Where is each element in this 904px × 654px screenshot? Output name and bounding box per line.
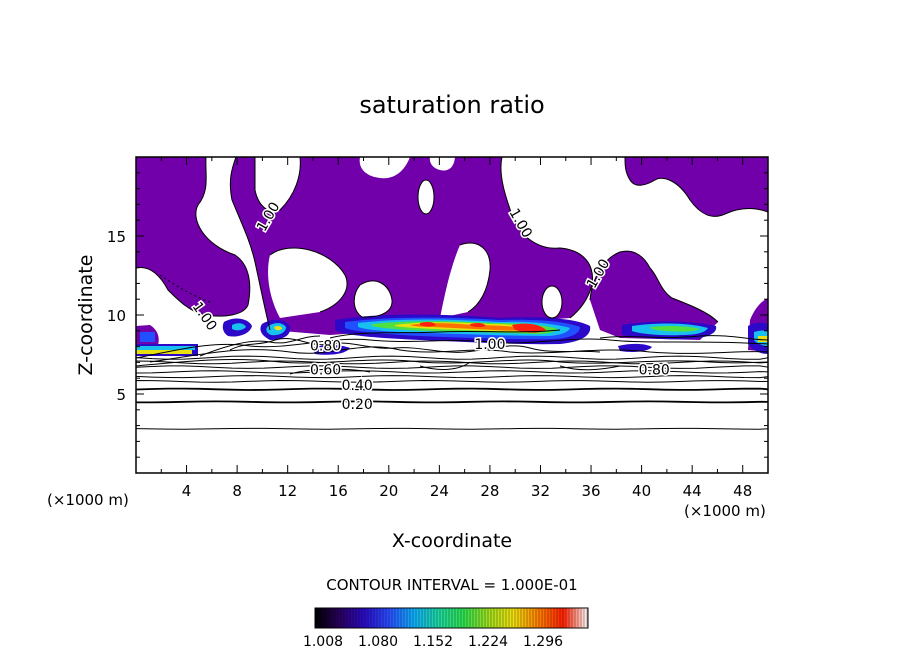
contour-label-5: 1.00 bbox=[474, 337, 505, 353]
colorbar-labels: 1.008 1.080 1.152 1.224 1.296 bbox=[303, 634, 563, 650]
purple-region-right bbox=[625, 157, 768, 217]
contour-line-2 bbox=[136, 387, 768, 391]
z-unit-label: (×1000 m) bbox=[47, 491, 129, 509]
outline-right-lower bbox=[589, 250, 719, 323]
colorbar-label: 1.080 bbox=[358, 634, 398, 650]
outline-center bbox=[229, 157, 593, 331]
y-tick-label: 15 bbox=[107, 228, 126, 246]
x-tick-labels: 4 8 12 16 20 24 28 32 36 40 44 48 bbox=[182, 482, 752, 500]
contour-line-8 bbox=[136, 355, 768, 360]
contour-interval-text: CONTOUR INTERVAL = 1.000E-01 bbox=[326, 576, 577, 594]
colorbar-label: 1.296 bbox=[523, 634, 563, 650]
region-outlines bbox=[136, 157, 768, 331]
x-tick-label: 28 bbox=[480, 482, 499, 500]
outline-right bbox=[624, 157, 768, 217]
x-tick-label: 36 bbox=[581, 482, 600, 500]
contour-wiggle-1 bbox=[149, 346, 768, 363]
band-right-edge-yellow bbox=[758, 336, 768, 342]
x-tick-label: 4 bbox=[182, 482, 192, 500]
hole-4 bbox=[418, 180, 434, 214]
x-tick-label: 44 bbox=[683, 482, 702, 500]
hole-3 bbox=[429, 157, 455, 171]
y-tick-label: 10 bbox=[107, 307, 126, 325]
hole-6 bbox=[440, 242, 491, 318]
x-tick-label: 48 bbox=[733, 482, 752, 500]
band-patch-9km-yellow bbox=[274, 325, 282, 331]
hole-2 bbox=[359, 157, 410, 179]
contour-line-3 bbox=[136, 379, 768, 383]
outline-dotted-left bbox=[159, 274, 211, 303]
band-red-1 bbox=[420, 321, 436, 327]
y-tick-labels: 5 10 15 bbox=[107, 228, 126, 404]
x-tick-label: 32 bbox=[531, 482, 550, 500]
purple-region-right-lower bbox=[590, 251, 718, 340]
outline-hole-5 bbox=[269, 247, 348, 313]
x-tick-label: 12 bbox=[278, 482, 297, 500]
x-axis-title: X-coordinate bbox=[392, 530, 512, 552]
band-right-green bbox=[650, 325, 700, 332]
purple-region-left bbox=[136, 157, 250, 317]
colorbar-label: 1.008 bbox=[303, 634, 343, 650]
y-ticks bbox=[136, 172, 768, 458]
contour-wiggle-3 bbox=[136, 338, 768, 359]
contour-line-4 bbox=[136, 375, 768, 379]
contour-line-5 bbox=[136, 370, 768, 374]
contour-label-9: 0.20 bbox=[342, 397, 373, 413]
x-ticks bbox=[160, 157, 744, 473]
y-axis-title: Z-coordinate bbox=[75, 255, 97, 376]
y-tick-label: 5 bbox=[116, 386, 126, 404]
contour-label-8: 0.40 bbox=[342, 378, 373, 394]
flat-contours bbox=[136, 355, 768, 430]
hole-5 bbox=[268, 247, 348, 318]
hole-7 bbox=[354, 280, 393, 318]
outline-hole-6 bbox=[459, 242, 491, 313]
contour-line-7 bbox=[136, 360, 768, 365]
colorbar-stripes bbox=[316, 609, 588, 627]
contour-label-6: 0.60 bbox=[310, 362, 341, 378]
plot-area: 1.00 1.001.001.000.80 1.000.60 0.800.400.20 bbox=[136, 157, 768, 430]
band-red-3 bbox=[470, 322, 486, 328]
outline-hole-8 bbox=[541, 285, 563, 319]
contour-line-1 bbox=[136, 400, 768, 404]
contour-line-6 bbox=[136, 365, 768, 369]
contour-line-0 bbox=[136, 427, 768, 430]
outline-hole-4 bbox=[417, 179, 435, 215]
x-unit-label: (×1000 m) bbox=[684, 502, 766, 520]
band-orange bbox=[410, 323, 525, 331]
high-saturation-band bbox=[136, 314, 768, 356]
contour-lines bbox=[136, 157, 768, 430]
band-left-top-blue bbox=[140, 332, 155, 342]
x-tick-label: 20 bbox=[379, 482, 398, 500]
outline-left bbox=[136, 157, 251, 317]
x-tick-label: 24 bbox=[430, 482, 449, 500]
contour-wiggle-5 bbox=[229, 338, 601, 353]
outline-hole-7 bbox=[353, 280, 393, 318]
colorbar-label: 1.152 bbox=[413, 634, 453, 650]
contour-label-7: 0.80 bbox=[639, 362, 670, 378]
hole-8 bbox=[542, 286, 562, 318]
outline-hole-1 bbox=[254, 157, 301, 212]
x-tick-label: 8 bbox=[232, 482, 242, 500]
x-tick-label: 16 bbox=[329, 482, 348, 500]
contour-label-4: 0.80 bbox=[310, 339, 341, 355]
chart-title: saturation ratio bbox=[359, 91, 544, 119]
band-red-2 bbox=[512, 323, 546, 333]
x-tick-label: 40 bbox=[632, 482, 651, 500]
hole-1 bbox=[255, 157, 301, 212]
colorbar-label: 1.224 bbox=[468, 634, 508, 650]
subsaturated-holes bbox=[255, 157, 562, 318]
band-patch-8km-cyan bbox=[232, 323, 246, 331]
